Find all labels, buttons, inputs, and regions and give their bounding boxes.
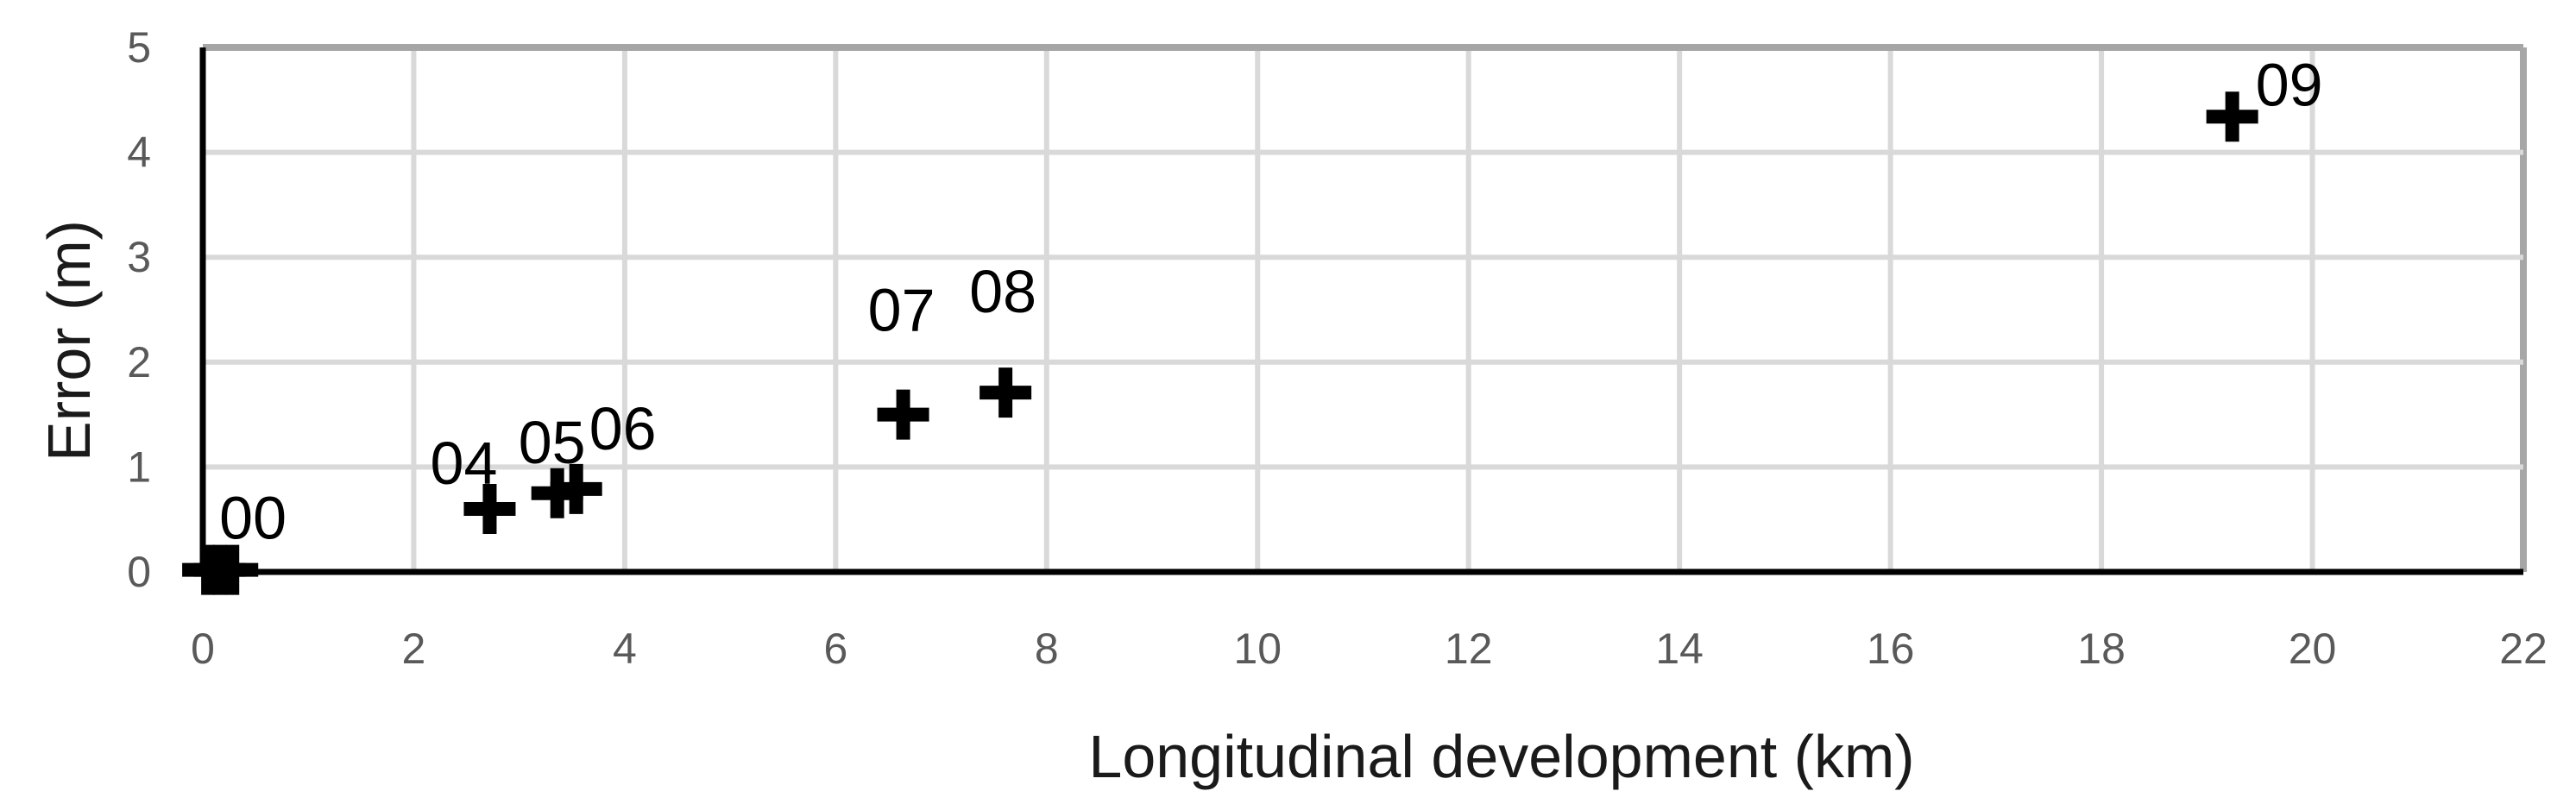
gridlines xyxy=(203,44,2527,572)
data-point-label: 08 xyxy=(969,258,1036,325)
x-tick-label: 0 xyxy=(191,625,215,673)
data-point-markers xyxy=(182,91,2258,595)
x-tick-label: 22 xyxy=(2499,625,2548,673)
y-axis-title: Error (m) xyxy=(35,220,103,462)
y-tick-labels: 0 1 2 3 4 5 xyxy=(127,23,151,596)
data-point-label: 00 xyxy=(219,485,287,552)
y-tick-label: 0 xyxy=(127,548,151,596)
data-point-label: 04 xyxy=(431,430,498,497)
plus-marker xyxy=(206,544,259,595)
y-tick-label: 5 xyxy=(127,23,151,72)
x-tick-label: 10 xyxy=(1233,625,1282,673)
x-tick-label: 14 xyxy=(1655,625,1704,673)
plus-marker xyxy=(550,463,602,514)
x-tick-label: 16 xyxy=(1867,625,1915,673)
y-tick-label: 1 xyxy=(127,443,151,491)
x-tick-label: 12 xyxy=(1445,625,1493,673)
y-tick-label: 3 xyxy=(127,233,151,281)
x-tick-label: 4 xyxy=(613,625,637,673)
data-point-labels: 00 04 05 06 07 08 09 xyxy=(219,51,2322,551)
axis-lines xyxy=(199,47,2523,575)
x-tick-label: 18 xyxy=(2077,625,2126,673)
data-point-label: 05 xyxy=(519,409,586,476)
y-tick-label: 2 xyxy=(127,338,151,386)
x-tick-label: 2 xyxy=(402,625,426,673)
x-axis-title: Longitudinal development (km) xyxy=(1088,723,1914,790)
plus-marker xyxy=(463,484,516,535)
data-point-label: 09 xyxy=(2256,51,2323,118)
x-tick-labels: 0 2 4 6 8 10 12 14 16 18 20 22 xyxy=(191,625,2548,673)
plus-marker xyxy=(2206,91,2258,142)
plus-marker xyxy=(877,389,929,440)
data-point-label: 06 xyxy=(589,395,657,462)
x-tick-label: 20 xyxy=(2289,625,2337,673)
y-tick-label: 4 xyxy=(127,129,151,177)
plus-marker xyxy=(979,367,1032,418)
data-point-label: 07 xyxy=(868,277,935,344)
x-tick-label: 6 xyxy=(823,625,847,673)
x-tick-label: 8 xyxy=(1035,625,1059,673)
